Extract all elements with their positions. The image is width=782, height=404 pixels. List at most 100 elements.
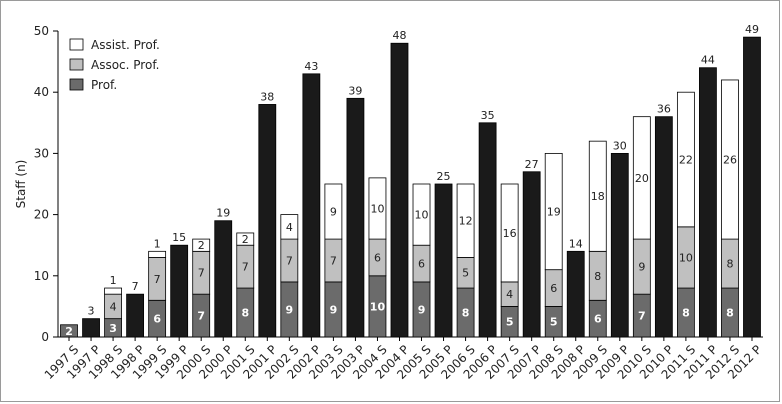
top-label-2009-p: 30 <box>613 139 627 152</box>
segment-label-prof-1998-s: 3 <box>109 322 117 335</box>
segment-label-prof-2007-s: 5 <box>506 316 514 329</box>
bars <box>60 36 761 338</box>
segment-label-assist-prof-2004-s: 10 <box>370 202 384 215</box>
bar-total-2006-p <box>478 122 497 338</box>
bar-segment-assist-prof-1998-s <box>104 287 122 295</box>
top-label-2008-p: 14 <box>569 237 583 250</box>
bar-total-1997-p <box>82 318 100 338</box>
segment-label-assist-prof-2008-s: 19 <box>547 206 561 219</box>
segment-label-prof-2008-s: 5 <box>550 316 558 329</box>
segment-label-assoc-prof-1998-s: 4 <box>110 300 117 313</box>
segment-label-prof-2002-s: 9 <box>286 303 294 316</box>
segment-label-assoc-prof-2012-s: 8 <box>726 258 733 271</box>
top-label-2011-p: 44 <box>701 54 715 67</box>
segment-label-prof-2003-s: 9 <box>330 303 338 316</box>
bar-segment-assist-prof-2007-s <box>500 183 519 283</box>
segment-label-assist-prof-2002-s: 4 <box>286 221 293 234</box>
segment-label-prof-2001-s: 8 <box>241 307 249 320</box>
bar-total-2005-p <box>434 183 453 338</box>
bar-total-1998-p <box>126 293 145 338</box>
segment-label-assoc-prof-2008-s: 6 <box>550 282 557 295</box>
legend-label-prof: Prof. <box>91 78 117 92</box>
top-label-2010-p: 36 <box>657 103 671 116</box>
bar-total-2003-p <box>346 97 365 338</box>
segment-label-prof-2009-s: 6 <box>594 313 602 326</box>
legend-label-assist-prof: Assist. Prof. <box>91 38 160 52</box>
bar-total-2009-p <box>610 152 629 338</box>
bar-total-2011-p <box>699 67 717 338</box>
segment-label-assoc-prof-2011-s: 10 <box>679 251 693 264</box>
top-label-2000-p: 19 <box>216 207 230 220</box>
bar-segment-assist-prof-2012-s <box>721 79 739 240</box>
top-label-1999-s: 1 <box>154 237 161 250</box>
segment-label-assist-prof-2005-s: 10 <box>415 209 429 222</box>
top-label-1998-s: 1 <box>110 274 117 287</box>
y-tick-label: 30 <box>34 146 49 160</box>
y-axis-label: Staff (n) <box>14 160 28 209</box>
segment-label-assoc-prof-2010-s: 9 <box>638 261 645 274</box>
segment-label-prof-2010-s: 7 <box>638 310 646 323</box>
segment-label-assist-prof-2010-s: 20 <box>635 172 649 185</box>
bar-total-2001-p <box>258 104 277 338</box>
segment-label-assist-prof-2009-s: 18 <box>591 190 605 203</box>
top-label-2007-p: 27 <box>525 158 539 171</box>
legend-swatch-assoc-prof <box>69 58 84 71</box>
y-tick-label: 10 <box>34 269 49 283</box>
top-label-1997-p: 3 <box>88 305 95 318</box>
bar-segment-assist-prof-2001-s <box>236 232 255 246</box>
segment-label-prof-2005-s: 9 <box>418 303 426 316</box>
y-ticks: 0 10 20 30 40 50 <box>34 24 58 344</box>
segment-label-assoc-prof-2004-s: 6 <box>374 251 381 264</box>
bar-total-2002-p <box>302 73 321 338</box>
bar-segment-assist-prof-2005-s <box>412 183 431 246</box>
top-label-2006-p: 35 <box>481 109 495 122</box>
segment-label-assoc-prof-2007-s: 4 <box>506 288 513 301</box>
bar-total-2007-p <box>522 171 541 338</box>
bar-segment-assist-prof-2000-s <box>192 238 211 252</box>
top-label-1998-p: 7 <box>132 280 139 293</box>
bar-total-2008-p <box>566 250 585 338</box>
bar-segment-assist-prof-2010-s <box>632 116 651 240</box>
bar-total-2004-p <box>390 42 409 338</box>
y-tick-label: 0 <box>41 330 49 344</box>
segment-label-prof-2011-s: 8 <box>682 307 690 320</box>
segment-label-prof-2004-s: 10 <box>370 300 386 313</box>
segment-label-assist-prof-2012-s: 26 <box>723 154 737 167</box>
segment-label-prof-1997-s: 2 <box>65 325 73 338</box>
top-label-2004-p: 48 <box>392 29 406 42</box>
segment-label-assist-prof-2000-s: 2 <box>198 239 205 252</box>
bar-segment-assist-prof-2002-s <box>280 214 299 240</box>
segment-label-prof-2006-s: 8 <box>462 307 470 320</box>
top-label-2003-p: 39 <box>348 84 362 97</box>
top-label-1999-p: 15 <box>172 231 186 244</box>
bar-segment-assist-prof-1999-s <box>148 250 167 258</box>
segment-label-assist-prof-2001-s: 2 <box>242 233 249 246</box>
bar-segment-assist-prof-2011-s <box>676 91 695 228</box>
bar-total-2000-p <box>214 220 233 338</box>
segment-label-assoc-prof-2003-s: 7 <box>330 255 337 268</box>
segment-label-assoc-prof-2002-s: 7 <box>286 255 293 268</box>
top-label-2002-p: 43 <box>304 60 318 73</box>
bar-segment-assist-prof-2004-s <box>368 177 387 240</box>
top-label-2001-p: 38 <box>260 90 274 103</box>
legend-label-assoc-prof: Assoc. Prof. <box>91 58 159 72</box>
segment-label-assoc-prof-2006-s: 5 <box>462 267 469 280</box>
segment-label-prof-2012-s: 8 <box>726 307 734 320</box>
y-tick-label: 40 <box>34 85 49 99</box>
segment-label-assoc-prof-2000-s: 7 <box>198 267 205 280</box>
bar-segment-assist-prof-2008-s <box>544 152 563 271</box>
legend-swatch-assist-prof <box>69 38 84 51</box>
segment-label-assist-prof-2006-s: 12 <box>459 215 473 228</box>
legend: Assist. Prof. Assoc. Prof. Prof. <box>69 38 160 92</box>
segment-label-assoc-prof-2009-s: 8 <box>594 270 601 283</box>
y-tick-label: 50 <box>34 24 49 38</box>
segment-label-assoc-prof-1999-s: 7 <box>154 273 161 286</box>
segment-label-assist-prof-2011-s: 22 <box>679 154 693 167</box>
segment-label-assist-prof-2007-s: 16 <box>503 227 517 240</box>
bar-segment-assist-prof-2003-s <box>324 183 343 240</box>
segment-label-prof-1999-s: 6 <box>153 313 161 326</box>
